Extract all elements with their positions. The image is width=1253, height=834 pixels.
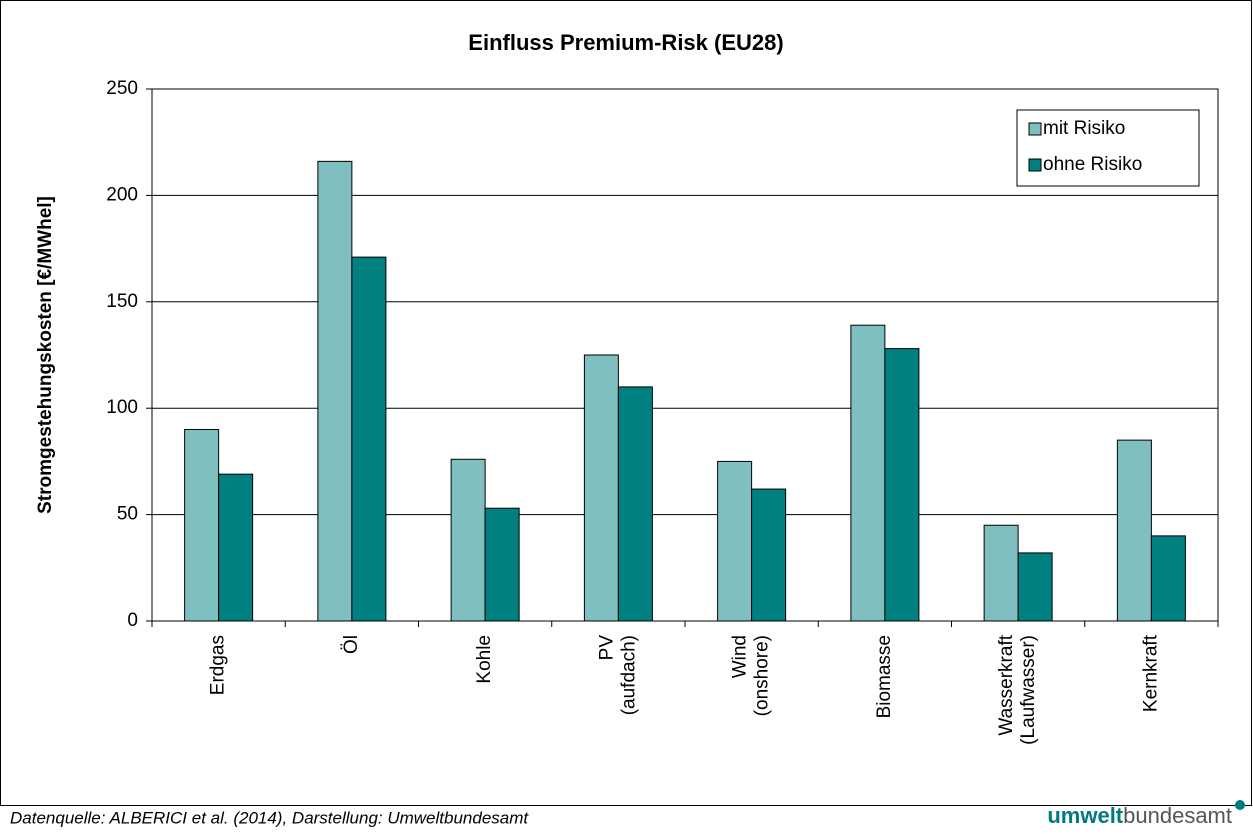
x-tick-label-line: Biomasse [874, 635, 895, 718]
x-tick-label: Wind(onshore) [730, 635, 773, 716]
logo-dot [1235, 800, 1245, 810]
x-tick-label-line: (Laufwasser) [1018, 635, 1039, 745]
bar [751, 488, 787, 622]
x-tick-label-line: PV [596, 635, 617, 661]
x-tick-label: Erdgas [208, 635, 229, 695]
chart-title: Einfluss Premium-Risk (EU28) [468, 30, 783, 55]
x-tick-label-line: (onshore) [752, 635, 773, 716]
bar [1017, 552, 1053, 622]
y-tick-label: 50 [117, 504, 138, 525]
bar [583, 354, 619, 622]
y-tick-label: 200 [106, 184, 138, 205]
logo: umweltbundesamt [1047, 803, 1232, 828]
x-tick-label: Biomasse [874, 635, 895, 718]
source-note: Datenquelle: ALBERICI et al. (2014), Dar… [10, 808, 529, 827]
bar [484, 507, 520, 622]
bar [450, 458, 486, 622]
x-tick-label-line: (aufdach) [618, 635, 639, 715]
legend-swatch [1028, 122, 1042, 136]
legend-label: ohne Risiko [1043, 154, 1142, 175]
x-tick-label: PV(aufdach) [596, 635, 639, 716]
legend-label: mit Risiko [1043, 118, 1125, 139]
bar [884, 348, 920, 622]
x-tick-label: Kernkraft [1140, 634, 1161, 712]
x-tick-label-line: Wind [730, 635, 751, 678]
bar [1116, 439, 1152, 622]
x-tick-label: Wasserkraft(Laufwasser) [996, 634, 1039, 745]
x-tick-label: Öl [341, 635, 362, 654]
legend-swatch [1028, 158, 1042, 172]
bar [218, 473, 254, 622]
bar [850, 324, 886, 622]
y-tick-label: 100 [106, 397, 138, 418]
x-tick-label-line: Kohle [474, 635, 495, 684]
x-tick-label: Kohle [474, 635, 495, 684]
y-tick-label: 0 [127, 610, 138, 631]
logo-bold: umwelt [1047, 803, 1123, 828]
bar [983, 524, 1019, 622]
bar [351, 256, 387, 622]
logo-rest: bundesamt [1123, 803, 1232, 828]
bar [1150, 535, 1186, 622]
y-tick-label: 150 [106, 291, 138, 312]
chart-border [0, 0, 1252, 806]
legend-box [1016, 109, 1200, 187]
bar [617, 386, 653, 622]
x-tick-label-line: Erdgas [208, 635, 229, 695]
y-axis-label: Stromgestehungskosten [€/MWhel] [35, 196, 56, 514]
x-tick-label-line: Öl [341, 635, 362, 654]
x-tick-label-line: Wasserkraft [996, 634, 1017, 735]
bar [317, 160, 353, 622]
bar [184, 428, 220, 622]
plot-border [151, 88, 1219, 622]
bar [717, 460, 753, 622]
x-tick-label-line: Kernkraft [1140, 634, 1161, 712]
y-tick-label: 250 [106, 78, 138, 99]
